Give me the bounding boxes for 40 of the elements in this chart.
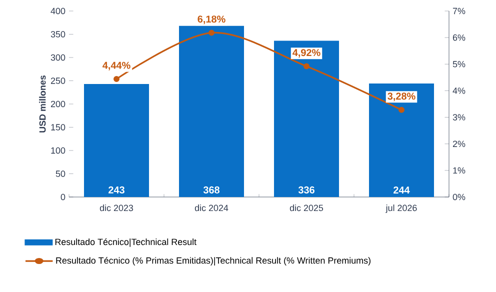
legend-label: Resultado Técnico|Technical Result [55,238,196,247]
y2-tick-label: 5% [452,60,466,68]
y2-tick-label: 0% [452,194,466,200]
x-tick-label: dic 2023 [100,204,134,212]
y-tick-label: 250 [50,78,66,84]
bar [274,40,340,197]
data-label: 6,18% [198,16,226,24]
data-label: 4,92% [292,49,320,58]
point [114,76,120,82]
y-tick-label: 300 [50,54,66,61]
point [304,63,310,70]
legend-label: Resultado Técnico (% Primas Emitidas)|Technical Result (% Written Premiums) [56,256,370,266]
y-tick-label: 50 [56,170,66,177]
y2-tick-label: 3% [452,114,466,120]
y-tick-label: 200 [50,100,66,108]
x-tick-label: jul 2026 [386,204,417,213]
y2-tick-label: 4% [452,88,466,94]
point [398,106,404,113]
data-label: 368 [203,186,220,194]
data-label: 4,44% [102,62,130,70]
data-label: 243 [108,186,124,194]
y2-tick-label: 7% [452,8,466,14]
bar [179,26,244,197]
data-label: 336 [298,186,314,194]
y-tick-label: 350 [50,31,66,38]
y2-tick-label: 2% [452,140,466,148]
point [208,30,214,36]
y-tick-label: 400 [50,8,66,14]
y-tick-label: 100 [51,147,66,154]
data-label: 244 [394,186,410,194]
bar [369,84,434,197]
y-tick-label: 150 [51,124,66,130]
y-tick-label: 0 [60,194,66,200]
bar [84,84,150,197]
y2-tick-label: 1% [453,167,466,174]
y-axis-title: USD millones [39,75,46,132]
y2-tick-label: 6% [452,34,466,41]
x-tick-label: dic 2024 [194,204,228,212]
x-tick-label: dic 2025 [290,204,324,212]
data-label: 3,28% [388,92,416,102]
